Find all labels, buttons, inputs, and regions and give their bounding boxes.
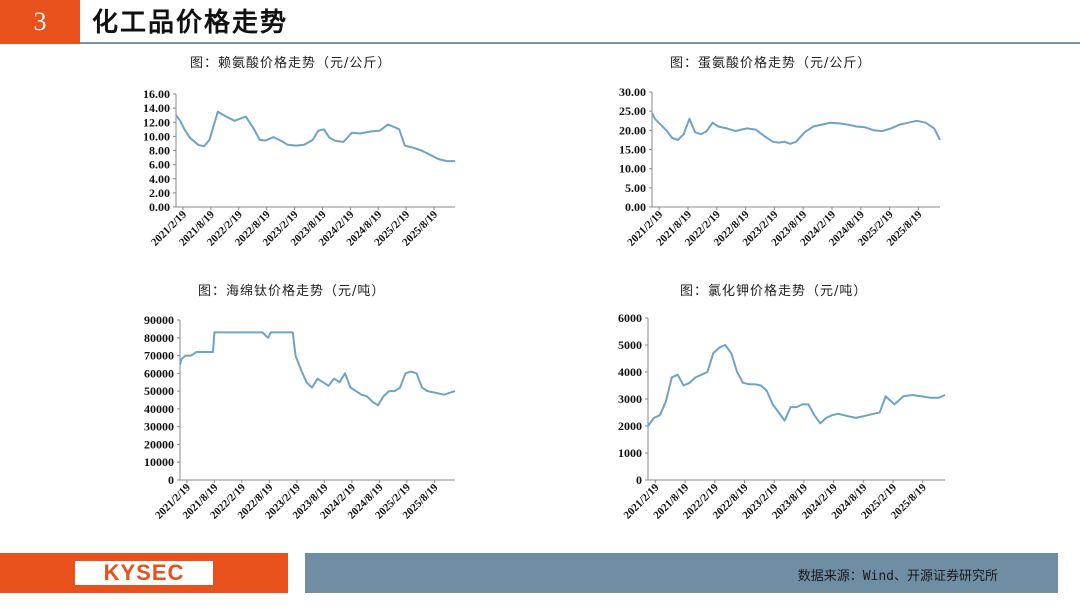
data-source: 数据来源：Wind、开源证券研究所 [797,569,998,584]
title-divider [80,42,1080,44]
chart-title: 图：蛋氨酸价格走势（元/公斤） [670,56,872,71]
kysec-logo: KYSEC [75,560,213,585]
series-line [651,112,941,145]
y-tick-label: 12.00 [143,115,170,129]
y-tick-label: 0.00 [149,200,170,214]
y-tick-label: 40000 [144,402,174,416]
y-tick-label: 0.00 [625,200,646,214]
chart-title: 图：海绵钛价格走势（元/吨） [198,284,386,299]
chart-svg: 01000200030004000500060002021/2/192021/8… [618,311,946,522]
y-tick-label: 0 [636,473,642,487]
y-tick-label: 20000 [144,437,174,451]
y-tick-label: 10.00 [619,162,646,176]
y-tick-label: 80000 [144,331,174,345]
y-tick-label: 1000 [618,446,642,460]
y-tick-label: 0 [168,473,174,487]
chart-title: 图：氯化钾价格走势（元/吨） [680,284,868,299]
y-tick-label: 16.00 [143,87,170,101]
y-tick-label: 5.00 [625,181,646,195]
y-tick-label: 5000 [618,338,642,352]
potassium-chloride-price-chart: 图：氯化钾价格走势（元/吨） 0 1000 2000 3000 4000 5000 6000… [540,280,1080,522]
y-tick-label: 6000 [618,311,642,325]
y-tick-label: 30.00 [619,85,646,99]
y-tick-label: 14.00 [143,101,170,115]
y-tick-label: 60000 [144,366,174,380]
chart-svg: 0.005.0010.0015.0020.0025.0030.002021/2/… [619,85,941,249]
footer-source-bar: 数据来源：Wind、开源证券研究所 [305,553,1058,593]
y-tick-label: 50000 [144,384,174,398]
y-tick-label: 20.00 [619,123,646,137]
y-tick-label: 10.00 [143,129,170,143]
y-tick-label: 2000 [618,419,642,433]
y-tick-label: 2.00 [149,186,170,200]
y-tick-label: 15.00 [619,143,646,157]
y-tick-label: 3000 [618,392,642,406]
y-tick-label: 90000 [144,313,174,327]
y-tick-label: 4.00 [149,172,170,186]
y-tick-label: 30000 [144,420,174,434]
y-tick-label: 6.00 [149,158,170,172]
footer-logo-bar: KYSEC [0,553,288,593]
chart-svg: 0.002.004.006.008.0010.0012.0014.0016.00… [143,87,455,249]
chart-title: 图：赖氨酸价格走势（元/公斤） [190,56,392,71]
lysine-price-chart: 图：赖氨酸价格走势（元/公斤） 0.00 2.00 4.00 6.00 8.00 10.0… [0,52,540,292]
y-tick-label: 70000 [144,349,174,363]
methionine-price-chart: 图：蛋氨酸价格走势（元/公斤） 0.00 5.00 10.00 15.00 20.00 2… [540,52,1080,292]
page-number: 3 [0,0,80,44]
titanium-sponge-price-chart: 图：海绵钛价格走势（元/吨） 0 10000 20000 30000 40000 5000… [0,280,540,522]
y-tick-label: 25.00 [619,104,646,118]
series-line [179,331,456,407]
chart-svg: 0 10000 20000 30000 40000 50000 60000 70000 8000… [144,313,456,522]
page-title: 化工品价格走势 [92,8,289,38]
series-line [175,110,455,163]
y-tick-label: 8.00 [149,144,170,158]
y-tick-label: 10000 [144,455,174,469]
y-tick-label: 4000 [618,365,642,379]
series-line [647,344,946,427]
